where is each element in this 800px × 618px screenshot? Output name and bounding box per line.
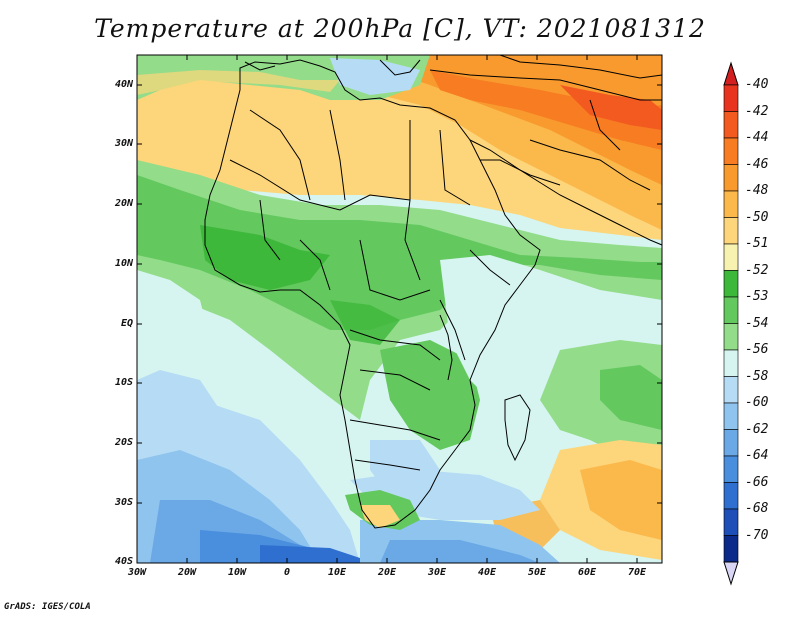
temperature-field — [137, 55, 662, 563]
lon-label-50e: 50E — [527, 567, 547, 578]
colorbar-swatch — [723, 296, 739, 324]
colorbar-swatch — [723, 482, 739, 510]
colorbar-swatch — [723, 535, 739, 563]
colorbar-label: -44 — [745, 130, 769, 145]
colorbar-label: -68 — [745, 501, 769, 516]
lat-label-40n: 40N — [114, 79, 133, 90]
colorbar-label: -40 — [745, 77, 769, 92]
colorbar-label: -42 — [745, 103, 769, 119]
colorbar-swatch — [723, 217, 739, 245]
lon-label-10w: 10W — [227, 567, 247, 578]
lat-label-10s: 10S — [114, 377, 133, 388]
colorbar-swatch — [723, 402, 739, 430]
axis-ticks — [136, 55, 662, 564]
lat-label-20s: 20S — [114, 437, 133, 448]
colorbar-label: -58 — [745, 368, 769, 384]
colorbar-swatch — [723, 243, 739, 271]
lat-label-40s: 40S — [114, 556, 133, 567]
lat-label-30n: 30N — [114, 138, 133, 149]
colorbar-label: -64 — [745, 448, 769, 463]
colorbar-swatch — [723, 164, 739, 192]
lon-label-60e: 60E — [577, 567, 597, 578]
colorbar-swatch — [723, 455, 739, 483]
colorbar — [723, 61, 739, 586]
colorbar-top-arrow — [723, 61, 739, 86]
colorbar-label: -60 — [745, 395, 769, 410]
colorbar-label: -52 — [745, 262, 769, 278]
colorbar-swatch — [723, 270, 739, 298]
colorbar-swatch — [723, 137, 739, 165]
colorbar-bottom-arrow — [723, 561, 739, 586]
colorbar-swatch — [723, 323, 739, 351]
lon-label-40e: 40E — [477, 567, 497, 578]
plot-frame — [136, 54, 663, 564]
lon-label-20e: 20E — [377, 567, 397, 578]
lon-label-20w: 20W — [177, 567, 197, 578]
colorbar-swatch — [723, 349, 739, 377]
colorbar-label: -54 — [745, 315, 769, 331]
colorbar-swatch — [723, 429, 739, 457]
lon-label-10e: 10E — [327, 567, 347, 578]
colorbar-swatch — [723, 84, 739, 112]
colorbar-label: -62 — [745, 421, 769, 437]
colorbar-label: -51 — [745, 236, 769, 251]
lat-label-eq: EQ — [120, 318, 133, 329]
colorbar-label: -66 — [745, 474, 769, 490]
colorbar-label: -46 — [745, 156, 769, 172]
colorbar-swatch — [723, 508, 739, 536]
lon-label-0: 0 — [283, 567, 291, 578]
coastlines — [204, 54, 663, 529]
grads-credit: GrADS: IGES/COLA — [4, 602, 91, 612]
lat-label-30s: 30S — [114, 497, 133, 508]
lon-label-30e: 30E — [427, 567, 447, 578]
lon-label-30w: 30W — [127, 567, 147, 578]
colorbar-swatch — [723, 376, 739, 404]
colorbar-label: -70 — [745, 527, 769, 543]
lat-label-20n: 20N — [114, 198, 133, 209]
lon-label-70e: 70E — [627, 567, 647, 578]
colorbar-swatch — [723, 190, 739, 218]
colorbar-label: -53 — [745, 289, 769, 304]
colorbar-label: -48 — [745, 183, 769, 198]
map-title: Temperature at 200hPa [C], VT: 202108131… — [94, 14, 706, 43]
lat-label-10n: 10N — [114, 258, 133, 269]
colorbar-label: -56 — [745, 342, 769, 357]
colorbar-swatch — [723, 111, 739, 139]
colorbar-label: -50 — [745, 209, 769, 225]
